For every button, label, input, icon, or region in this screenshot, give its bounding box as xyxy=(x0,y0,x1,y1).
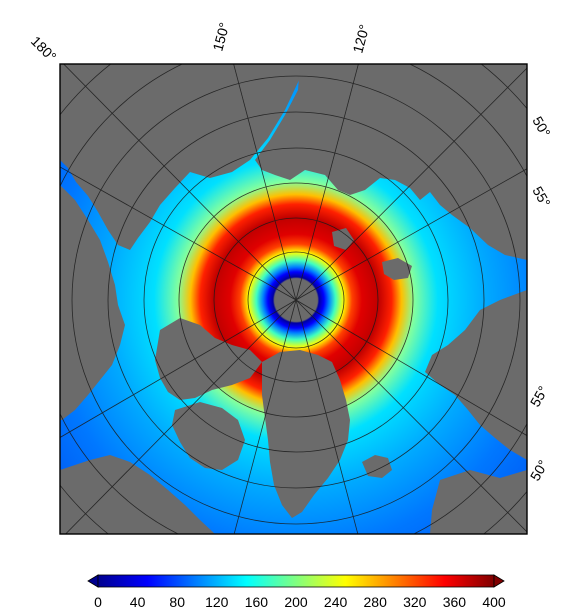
meridian-line xyxy=(295,168,527,301)
colorbar-tick-label: 120 xyxy=(205,594,229,610)
land-severnaya-zemlya xyxy=(332,228,354,250)
colorbar-tick-label: 360 xyxy=(443,594,467,610)
colorbar-tick-labels: 0 40 80 120 160 200 240 280 320 360 400 xyxy=(94,594,506,610)
meridian-line xyxy=(295,64,359,301)
latitude-label-50-upper: 50° xyxy=(529,114,553,140)
longitude-label-150: 150° xyxy=(209,21,232,53)
colorbar-tick-label: 280 xyxy=(364,594,388,610)
map-frame xyxy=(59,63,528,535)
colorbar-gradient xyxy=(97,574,495,588)
colorbar-tick-label: 240 xyxy=(324,594,348,610)
latitude-label-55-lower: 55° xyxy=(527,383,551,409)
land-svalbard xyxy=(382,258,412,280)
latitude-label-55-upper: 55° xyxy=(529,184,553,210)
meridian-line xyxy=(60,166,297,301)
colorbar-tick-label: 160 xyxy=(245,594,269,610)
meridian-line xyxy=(295,299,527,533)
land-canada-south xyxy=(60,455,215,534)
colorbar-tick-label: 40 xyxy=(130,594,146,610)
latitude-circle xyxy=(71,75,521,525)
colorbar-tick-label: 320 xyxy=(403,594,427,610)
land-europe xyxy=(425,290,527,460)
land-iceland xyxy=(362,455,392,478)
colorbar-extend-min xyxy=(87,574,99,588)
meridian-line xyxy=(233,64,297,301)
latitude-circle xyxy=(143,147,449,453)
meridian-line xyxy=(65,299,297,534)
meridian-line xyxy=(63,64,297,301)
meridian-line xyxy=(295,299,527,437)
land-greenland xyxy=(262,350,350,518)
longitude-label-120: 120° xyxy=(349,23,372,55)
land-europe-south xyxy=(430,470,527,534)
latitude-label-50-lower: 50° xyxy=(527,457,551,483)
longitude-label-180: 180° xyxy=(28,33,60,65)
latitude-circle xyxy=(178,182,414,418)
latitude-circle xyxy=(247,251,345,349)
land-arctic-archipelago xyxy=(155,318,262,400)
colorbar-tick-label: 0 xyxy=(94,594,102,610)
land-siberia xyxy=(255,64,527,260)
land-baffin-island xyxy=(172,402,245,470)
latitude-circle xyxy=(107,111,485,489)
colorbar: 0 40 80 120 160 200 240 280 320 360 400 xyxy=(87,574,506,610)
land-masses xyxy=(60,64,527,534)
colorbar-tick-label: 200 xyxy=(284,594,308,610)
colorbar-tick-label: 400 xyxy=(482,594,506,610)
colorbar-tick-label: 80 xyxy=(169,594,185,610)
latitude-circle xyxy=(213,217,379,383)
colorbar-extend-max xyxy=(493,574,505,588)
land-asia xyxy=(60,64,300,250)
land-north-america xyxy=(60,185,125,420)
meridian-line xyxy=(60,299,297,438)
meridian-line xyxy=(295,67,527,301)
